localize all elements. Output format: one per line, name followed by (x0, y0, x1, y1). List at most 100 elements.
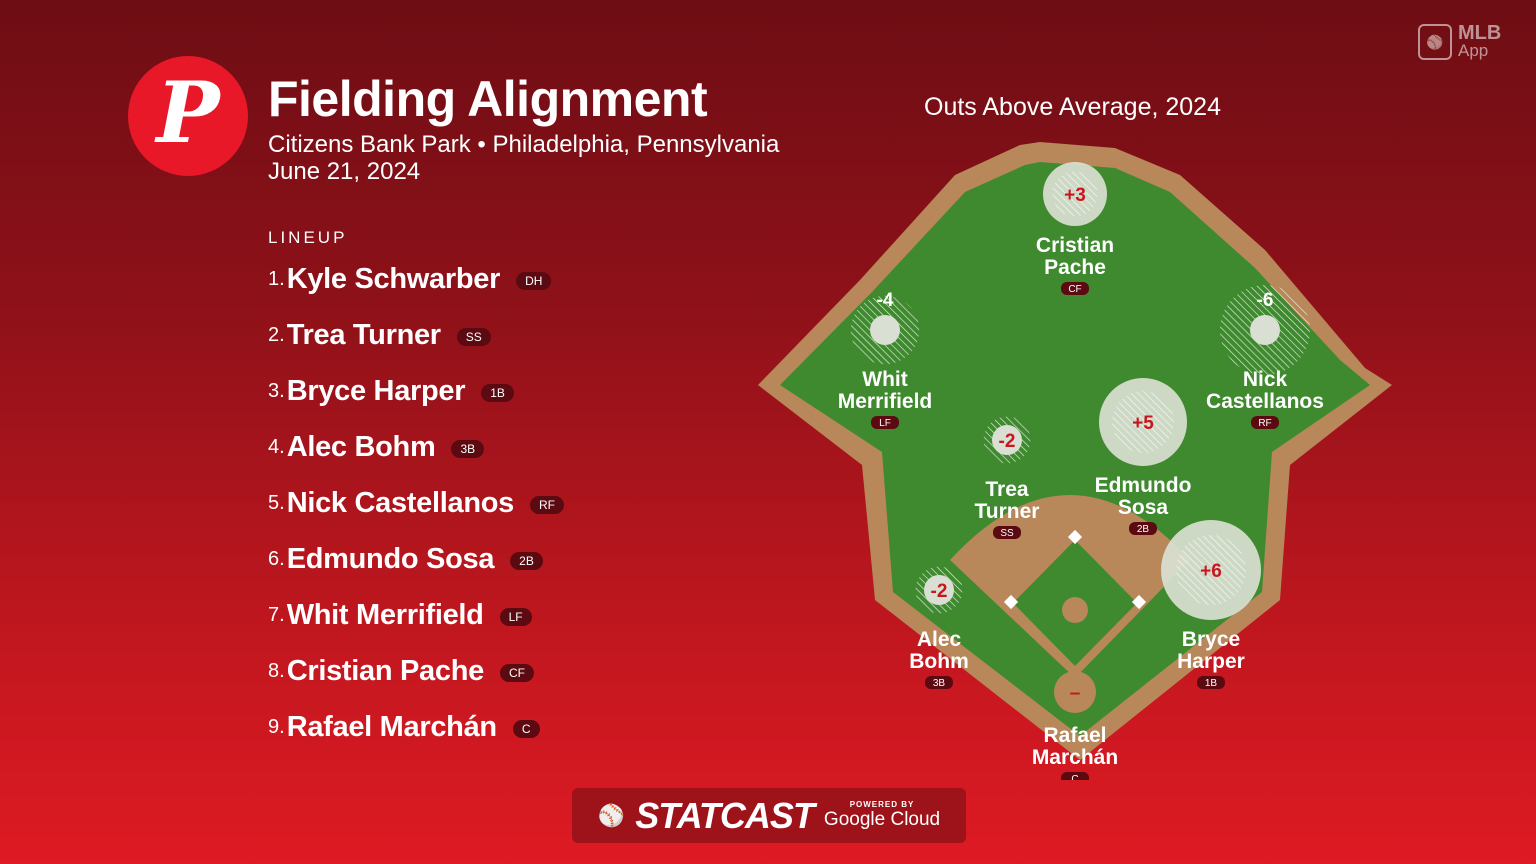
lineup-player-name: Whit Merrifield (286, 598, 484, 631)
phillies-logo: P (128, 56, 248, 176)
fielder-position-badge (1251, 416, 1279, 429)
oaa-hatch-circle (1176, 535, 1246, 605)
lineup-row: 9. Rafael Marchán C (268, 710, 540, 744)
first-base (1131, 594, 1147, 610)
fielder-position-text: 1B (1205, 678, 1218, 689)
lineup-row: 5. Nick Castellanos RF (268, 486, 564, 520)
fielder-position-badge (1061, 282, 1089, 295)
lineup-heading: LINEUP (268, 228, 348, 247)
mlb-app-logo: ⚾ MLB App (1418, 22, 1502, 60)
fielder-position-badge (871, 416, 899, 429)
lineup-number: 9. (268, 715, 285, 738)
fielder-name-line1: Nick (1243, 368, 1288, 391)
lineup-row: 2. Trea Turner SS (268, 318, 491, 352)
page-title: Fielding Alignment (268, 71, 708, 127)
lineup-player-name: Nick Castellanos (286, 486, 515, 519)
lineup-row: 3. Bryce Harper 1B (268, 374, 514, 408)
oaa-value: -4 (877, 290, 894, 311)
fielder-name-line1: Alec (917, 628, 962, 651)
mlb-logo-line1: MLB (1458, 22, 1502, 44)
fielder-name-line2: Turner (975, 500, 1040, 523)
fielder-name-line1: Bryce (1182, 628, 1240, 651)
fielder-position-badge (925, 676, 953, 689)
fielder-position-badge (1197, 676, 1225, 689)
fielder-position-text: SS (1000, 528, 1014, 539)
fielder-name-line2: Pache (1044, 256, 1106, 279)
position-badge: 1B (481, 384, 514, 402)
lineup-row: 7. Whit Merrifield LF (268, 598, 532, 632)
fielder-position-badge (1129, 522, 1157, 535)
oaa-value: +3 (1064, 185, 1086, 206)
fielder-name-line1: Trea (985, 478, 1029, 501)
lineup-number: 4. (268, 435, 285, 458)
google-cloud-text: Google Cloud (823, 809, 941, 830)
lineup-row: 1. Kyle Schwarber DH (268, 262, 552, 296)
fielder-name-line2: Bohm (909, 650, 969, 673)
powered-by-text: POWERED BY (849, 800, 915, 809)
google-cloud-badge: POWERED BY Google Cloud (824, 800, 940, 831)
lineup-number: 2. (268, 323, 285, 346)
lineup-player-name: Trea Turner (286, 318, 441, 351)
mlb-batter-icon: ⚾ (1418, 24, 1452, 60)
fielder-position-text: CF (1068, 284, 1081, 295)
statcast-batter-icon: ⚾ (597, 802, 626, 828)
lineup-player-name: Cristian Pache (286, 654, 485, 687)
position-badge: RF (530, 496, 564, 514)
lineup-row: 4. Alec Bohm 3B (268, 430, 485, 464)
fielder-position-text: C (1071, 774, 1078, 780)
position-badge: CF (499, 664, 534, 682)
fielder-name-line1: Whit (862, 368, 907, 391)
oaa-base-circle (1250, 315, 1280, 345)
oaa-value: – (1070, 683, 1081, 704)
oaa-base-circle (992, 425, 1022, 455)
lineup-player-name: Edmundo Sosa (286, 542, 495, 575)
fielder-name-line2: Harper (1177, 650, 1245, 673)
oaa-value: -2 (999, 431, 1016, 452)
oaa-hatch-circle (1052, 171, 1098, 217)
third-base (1003, 594, 1019, 610)
position-badge: 2B (510, 552, 543, 570)
fielder-name-line2: Merrifield (838, 390, 933, 413)
statcast-wordmark: STATCAST (635, 794, 815, 836)
mlb-logo-line2: App (1458, 41, 1489, 60)
fielder-position-text: 3B (933, 678, 946, 689)
fielder-name-line1: Cristian (1036, 234, 1114, 257)
fielder-name-line2: Marchán (1032, 746, 1118, 769)
oaa-value: -2 (931, 581, 948, 602)
position-badge: SS (456, 328, 491, 346)
fielder-position-text: RF (1258, 418, 1271, 429)
fielder-position-text: LF (879, 418, 891, 429)
oaa-value: +5 (1132, 413, 1154, 434)
game-date: June 21, 2024 (268, 158, 421, 185)
pitchers-mound (1062, 597, 1088, 623)
fielder-position-badge (1061, 772, 1089, 780)
oaa-base-circle (924, 575, 954, 605)
oaa-hatch-circle (1112, 391, 1174, 453)
fielder-position-text: 2B (1137, 524, 1150, 535)
catcher-circle (1054, 671, 1096, 713)
fielder-name-line1: Edmundo (1095, 474, 1192, 497)
oaa-value: -6 (1257, 290, 1274, 311)
fielder-name-line2: Castellanos (1206, 390, 1324, 413)
position-badge: C (512, 720, 540, 738)
statcast-banner: ⚾ STATCAST POWERED BY Google Cloud (572, 788, 966, 843)
lineup-number: 8. (268, 659, 285, 682)
lineup-player-name: Bryce Harper (286, 374, 466, 407)
lineup-number: 7. (268, 603, 285, 626)
lineup-player-name: Alec Bohm (286, 430, 436, 463)
lineup-number: 3. (268, 379, 285, 402)
lineup-row: 6. Edmundo Sosa 2B (268, 542, 543, 576)
position-badge: DH (516, 272, 552, 290)
fielder-name-line1: Rafael (1043, 724, 1106, 747)
lineup-number: 5. (268, 491, 285, 514)
lineup-number: 1. (268, 267, 285, 290)
lineup-number: 6. (268, 547, 285, 570)
fielder-name-line2: Sosa (1118, 496, 1169, 519)
oaa-base-circle (870, 315, 900, 345)
